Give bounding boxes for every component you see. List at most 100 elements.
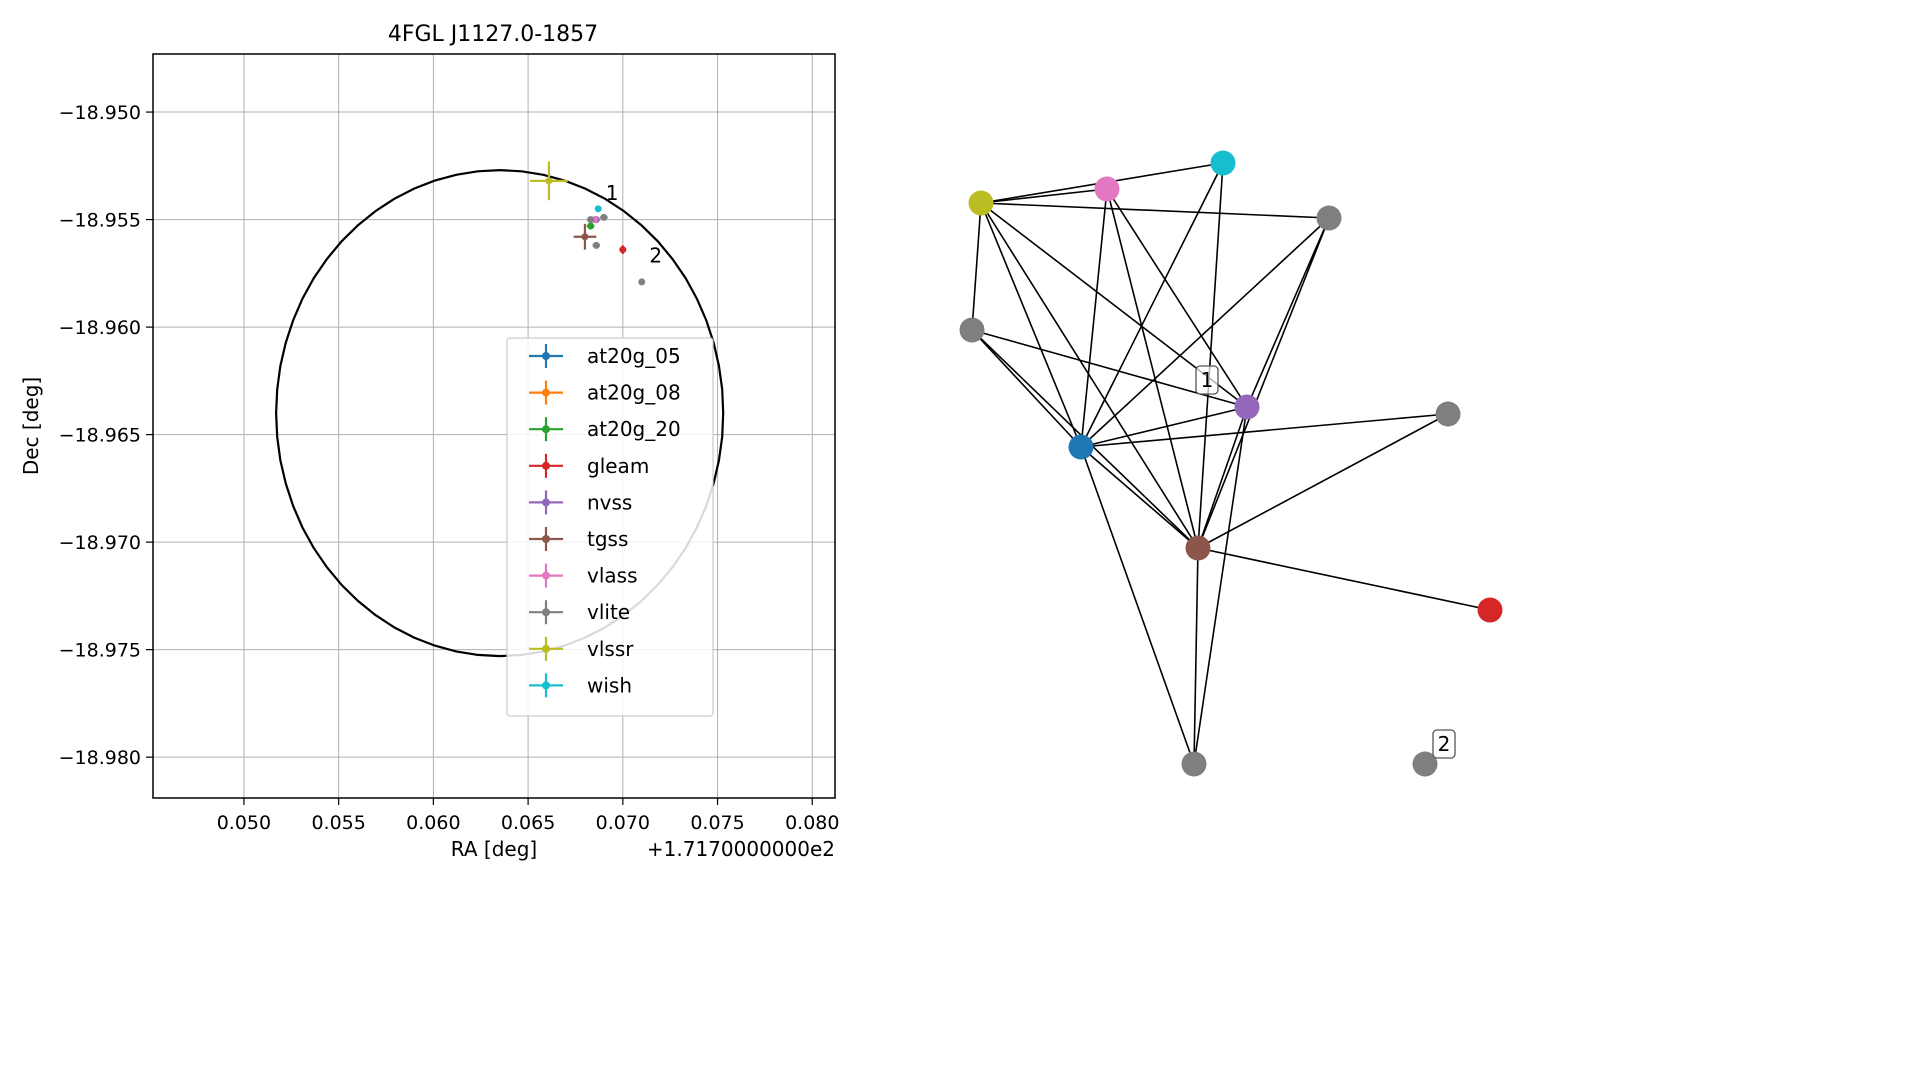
legend-label: nvss: [587, 490, 632, 514]
y-tick-label: −18.980: [59, 747, 141, 769]
x-tick-label: 0.075: [690, 812, 744, 834]
marker: [594, 205, 602, 213]
legend-marker-dot: [542, 461, 550, 470]
legend-entry-vlite: vlite: [529, 600, 630, 625]
legend-marker-dot: [542, 608, 550, 617]
grid: [153, 54, 835, 798]
graph-edge: [980, 202, 1199, 549]
x-tick-label: 0.065: [501, 812, 555, 834]
legend-marker-dot: [542, 425, 550, 434]
x-tick-label: 0.080: [785, 812, 839, 834]
legend-marker-dot: [542, 681, 550, 690]
y-tick-label: −18.950: [59, 102, 141, 124]
graph-label-box: [1195, 365, 1219, 395]
marker: [592, 241, 600, 249]
x-tick-label: 0.070: [596, 812, 650, 834]
legend-entry-vlass: vlass: [529, 563, 638, 588]
point-annotation: 2: [649, 244, 662, 268]
marker: [587, 216, 595, 224]
graph-edge: [1080, 446, 1195, 765]
legend-label: at20g_08: [587, 381, 681, 405]
radio-position-plot: 4FGL J1127.0-1857 12 0.050 0.055 0.060 0.06…: [19, 22, 839, 861]
graph-label: 1: [1195, 365, 1219, 395]
data-point-vlite: [600, 213, 608, 221]
x-tick-label: 0.050: [217, 812, 271, 834]
legend-marker-dot: [542, 535, 550, 543]
point-annotation: 1: [606, 181, 619, 205]
graph-edge: [980, 202, 1082, 448]
point-annotations: 12: [606, 181, 662, 267]
y-tick-label: −18.960: [59, 317, 141, 339]
marker: [619, 246, 627, 254]
graph-label-text: 2: [1438, 732, 1451, 756]
data-point-vlite: [638, 278, 646, 286]
graph-node-vlite_a: [1316, 205, 1342, 231]
data-point-wish: [594, 205, 602, 213]
marker: [581, 233, 589, 241]
graph-edge: [1197, 406, 1248, 549]
graph-node-at20g_20: [1068, 434, 1094, 460]
graph-edge: [1106, 188, 1248, 408]
graph-label: 2: [1432, 729, 1456, 759]
data-point-vlite: [592, 241, 601, 249]
graph-node-vlass: [1094, 176, 1120, 202]
graph-edge: [1106, 188, 1199, 549]
graph-edge: [980, 202, 1330, 219]
legend-marker-dot: [542, 498, 550, 507]
marker: [587, 222, 595, 230]
y-tick-label: −18.965: [59, 425, 141, 447]
graph-edge: [1080, 162, 1224, 448]
plot-frame: [152, 53, 836, 799]
legend-label: vlite: [587, 600, 630, 624]
graph-edge: [1246, 217, 1330, 408]
y-tick-label: −18.955: [59, 210, 141, 232]
crossmatch-network-graph: 12: [959, 150, 1503, 777]
legend-entry-vlssr: vlssr: [529, 636, 634, 661]
graph-node-nvss: [1234, 394, 1260, 420]
legend-label: vlssr: [587, 637, 634, 661]
graph-edges: [971, 162, 1491, 765]
x-axis-label: RA [deg]: [451, 837, 537, 861]
legend-marker-dot: [542, 388, 550, 397]
graph-node-vlite_e: [1412, 751, 1438, 777]
graph-edge: [971, 329, 1082, 448]
legend-label: gleam: [587, 454, 649, 478]
chart-title: 4FGL J1127.0-1857: [388, 22, 598, 47]
legend-label: at20g_05: [587, 344, 681, 368]
legend-marker-dot: [542, 352, 550, 360]
graph-node-tgss: [1185, 535, 1211, 561]
graph-edge: [1080, 217, 1330, 448]
graph-node-gleam: [1477, 597, 1503, 623]
legend-label: vlass: [587, 564, 638, 588]
data-point-tgss: [573, 223, 597, 250]
x-offset-label: +1.7170000000e2: [647, 837, 835, 861]
x-tick-label: 0.060: [406, 812, 460, 834]
y-tick-label: −18.975: [59, 640, 141, 662]
source-points: [529, 161, 646, 286]
data-point-vlssr: [529, 161, 568, 201]
graph-nodes: [959, 150, 1503, 777]
graph-edge: [1197, 547, 1491, 611]
legend-entry-gleam: gleam: [529, 453, 649, 478]
graph-edge: [1080, 413, 1449, 448]
graph-edge: [1080, 406, 1248, 448]
graph-node-vlite_b: [959, 317, 985, 343]
graph-edge: [1197, 217, 1330, 549]
legend-entry-at20g_20: at20g_20: [529, 417, 681, 442]
y-tick-label: −18.970: [59, 532, 141, 554]
graph-labels: 12: [1195, 365, 1456, 759]
data-point-vlite: [587, 216, 595, 224]
graph-edge: [1193, 547, 1199, 765]
marker: [545, 177, 553, 185]
axis-ticks: 0.050 0.055 0.060 0.065 0.070 0.075 0.080 −18.9…: [59, 102, 840, 834]
legend-entry-at20g_05: at20g_05: [529, 344, 681, 368]
graph-label-text: 1: [1201, 368, 1214, 392]
graph-edge: [1197, 162, 1224, 549]
x-tick-label: 0.055: [311, 812, 365, 834]
graph-node-vlite_c: [1435, 401, 1461, 427]
graph-label-box: [1432, 729, 1456, 759]
legend-label: at20g_20: [587, 417, 681, 441]
data-point-gleam: [619, 245, 627, 254]
legend-marker-dot: [542, 571, 550, 580]
graph-edge: [1197, 413, 1449, 549]
